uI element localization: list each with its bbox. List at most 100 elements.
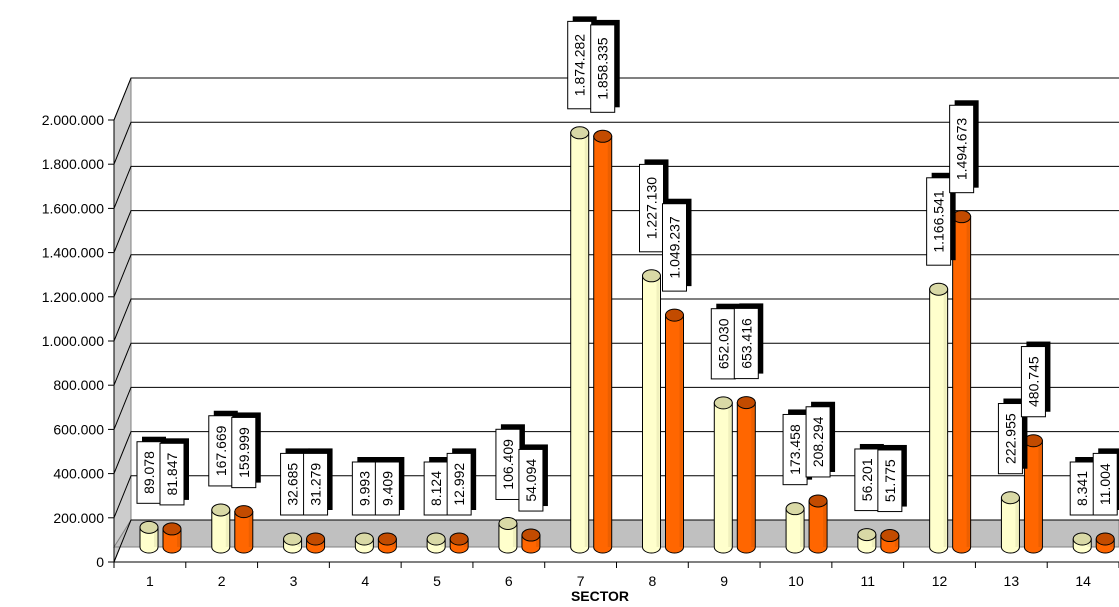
bar-s1-cat-5: [426, 532, 446, 554]
y-axis: 0 200.000 400.000 600.000 800.000 1.000.000 1.…: [42, 112, 115, 570]
x-tick-label: 6: [505, 573, 513, 589]
y-tick-label: 1.600.000: [42, 200, 104, 216]
svg-text:12.992: 12.992: [451, 463, 467, 506]
gridline: [113, 121, 1119, 165]
bar-s1-cat-8: [642, 269, 661, 554]
x-tick-label: 11: [860, 573, 875, 589]
bar-s1-cat-6: [498, 516, 518, 554]
data-label: 653.416: [733, 303, 764, 380]
svg-text:8.341: 8.341: [1074, 471, 1090, 506]
x-tick-label: 2: [218, 573, 226, 589]
data-label: 8.124: [423, 457, 454, 516]
bar-s2-cat-1: [162, 522, 182, 554]
gridline: [113, 77, 1119, 121]
y-tick-label: 1.800.000: [42, 156, 104, 172]
svg-text:32.685: 32.685: [285, 463, 301, 506]
x-tick-label: 8: [648, 573, 656, 589]
gridline: [113, 254, 1119, 297]
svg-text:173.458: 173.458: [787, 424, 803, 475]
bar-s2-cat-13: [1023, 434, 1043, 554]
gridline: [113, 298, 1119, 342]
bar-s1-cat-13: [1000, 491, 1020, 554]
data-label: 1.227.130: [639, 159, 669, 253]
svg-text:54.094: 54.094: [523, 459, 539, 502]
svg-text:1.494.673: 1.494.673: [954, 118, 970, 180]
data-label: 480.745: [1020, 341, 1051, 418]
svg-text:8.124: 8.124: [428, 471, 444, 506]
svg-text:480.745: 480.745: [1025, 356, 1041, 407]
data-label: 11.004: [1092, 448, 1119, 516]
gridline: [113, 165, 1119, 209]
svg-text:81.847: 81.847: [164, 452, 180, 495]
x-axis-title: SECTOR: [571, 588, 629, 604]
data-label: 51.775: [877, 444, 907, 513]
data-label: 652.030: [710, 303, 741, 380]
data-label: 12.992: [446, 448, 477, 516]
svg-text:11.004: 11.004: [1097, 463, 1113, 505]
svg-text:222.955: 222.955: [1002, 413, 1018, 464]
bar-s2-cat-2: [234, 505, 254, 554]
bar-s2-cat-10: [808, 494, 828, 554]
svg-text:1.166.541: 1.166.541: [931, 190, 947, 252]
svg-text:1.874.282: 1.874.282: [572, 34, 588, 96]
svg-text:9.993: 9.993: [356, 471, 372, 506]
data-label: 31.279: [303, 448, 333, 516]
bar-s2-cat-11: [880, 529, 900, 554]
svg-text:31.279: 31.279: [308, 463, 324, 506]
x-tick-label: 10: [788, 573, 804, 589]
bars-layer: [139, 126, 1115, 554]
data-label: 54.094: [518, 444, 548, 512]
data-label: 208.294: [805, 401, 836, 478]
bar-s1-cat-10: [785, 502, 805, 554]
bar-s2-cat-12: [952, 210, 972, 554]
x-tick-label: 14: [1075, 573, 1091, 589]
bar-s1-cat-1: [139, 520, 159, 554]
svg-text:652.030: 652.030: [715, 318, 731, 369]
bar-s2-cat-7: [593, 129, 613, 554]
bar-s2-cat-6: [521, 528, 541, 554]
svg-text:1.858.335: 1.858.335: [595, 37, 611, 99]
svg-text:653.416: 653.416: [738, 318, 754, 369]
bar-s2-cat-5: [449, 532, 469, 554]
x-tick-label: 13: [1004, 573, 1020, 589]
bar-s1-cat-14: [1072, 532, 1092, 554]
svg-text:89.078: 89.078: [141, 451, 157, 494]
data-label: 106.409: [495, 424, 525, 500]
data-labels: 89.078 81.847 167.669 159.999 32.685 31.279 9.…: [136, 16, 1119, 516]
data-label: 1.166.541: [926, 172, 956, 266]
x-tick-label: 12: [932, 573, 948, 589]
bar-s1-cat-2: [211, 503, 231, 554]
svg-text:1.049.237: 1.049.237: [667, 216, 683, 278]
bar-s1-cat-12: [929, 282, 949, 554]
data-label: 1.858.335: [590, 19, 620, 113]
x-tick-label: 7: [577, 573, 585, 589]
bar-s1-cat-7: [570, 126, 590, 554]
y-tick-label: 200.000: [53, 510, 104, 526]
x-axis: 1 2 3 4 5 6 7 8 9 10 11 12 13 14: [113, 561, 1119, 589]
x-tick-label: 4: [361, 573, 369, 589]
y-tick-label: 800.000: [53, 377, 104, 393]
gridline: [113, 342, 1119, 386]
data-label: 81.847: [159, 438, 189, 506]
bar-s1-cat-9: [713, 396, 733, 554]
x-tick-label: 9: [720, 573, 728, 589]
x-tick-label: 1: [146, 573, 154, 589]
y-tick-label: 0: [96, 554, 104, 570]
data-label: 159.999: [231, 412, 261, 489]
y-tick-label: 1.400.000: [42, 245, 104, 261]
svg-text:159.999: 159.999: [236, 427, 252, 478]
gridline: [113, 386, 1119, 430]
bar-s2-cat-3: [306, 532, 326, 554]
bar-s2-cat-8: [665, 308, 684, 554]
y-tick-label: 1.200.000: [42, 289, 104, 305]
bar-s2-cat-4: [377, 532, 397, 554]
y-tick-label: 1.000.000: [42, 333, 104, 349]
y-tick-label: 2.000.000: [42, 112, 104, 128]
data-label: 1.049.237: [662, 198, 692, 292]
gridlines: [113, 77, 1119, 563]
y-tick-label: 600.000: [53, 421, 104, 437]
svg-text:51.775: 51.775: [882, 459, 898, 502]
x-tick-label: 5: [433, 573, 441, 589]
bar-s2-cat-9: [736, 396, 756, 554]
